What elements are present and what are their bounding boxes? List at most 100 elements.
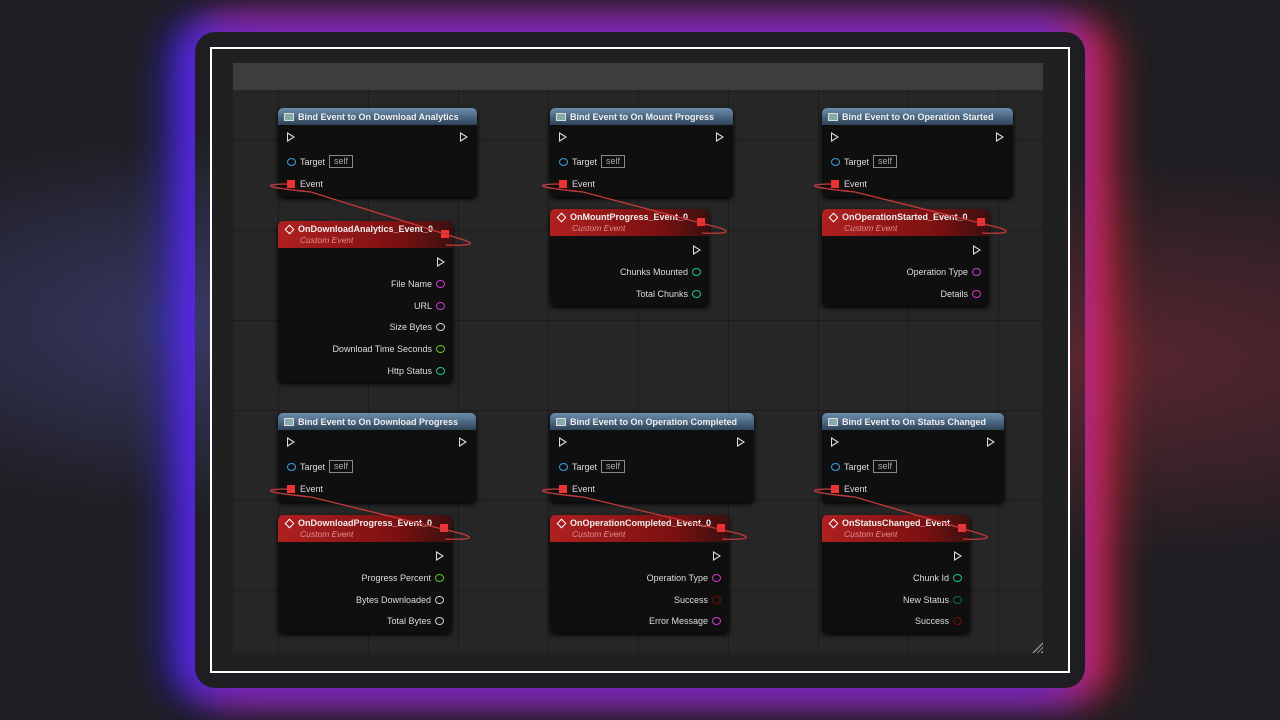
output-pin-icon[interactable] [692, 289, 701, 298]
event-delegate-pin-icon[interactable] [287, 180, 295, 188]
resize-handle-icon[interactable] [1032, 642, 1043, 653]
output-pin-icon[interactable] [435, 574, 444, 582]
custom-event-node[interactable]: OnOperationStarted_Event_0 Custom Event Op… [822, 209, 989, 306]
output-pin-icon[interactable] [436, 323, 445, 332]
output-pin-icon[interactable] [436, 301, 445, 310]
event-header[interactable]: OnDownloadAnalytics_Event_0 Custom Event [278, 221, 453, 248]
exec-in-pin-icon[interactable] [831, 132, 839, 142]
exec-out-pin-icon[interactable] [437, 257, 445, 267]
delegate-out-pin-icon[interactable] [697, 218, 705, 226]
event-header[interactable]: OnOperationStarted_Event_0 Custom Event [822, 209, 989, 236]
output-pin-icon[interactable] [436, 366, 445, 375]
delegate-out-pin-icon[interactable] [717, 524, 725, 532]
output-pin-icon[interactable] [436, 345, 445, 354]
event-delegate-pin-icon[interactable] [831, 485, 839, 493]
exec-in-pin-icon[interactable] [287, 437, 295, 447]
event-header[interactable]: OnDownloadProgress_Event_0 Custom Event [278, 515, 452, 542]
bind-event-node[interactable]: Bind Event to On Status Changed Target sel… [822, 413, 1004, 502]
output-pin-icon[interactable] [712, 595, 721, 604]
delegate-out-pin-icon[interactable] [441, 230, 449, 238]
exec-out-pin-icon[interactable] [996, 132, 1004, 142]
pin-label: Bytes Downloaded [355, 594, 431, 605]
exec-in-pin-icon[interactable] [559, 437, 567, 447]
event-delegate-pin-icon[interactable] [287, 485, 295, 493]
exec-out-pin-icon[interactable] [716, 132, 724, 142]
event-header[interactable]: OnMountProgress_Event_0 Custom Event [550, 209, 709, 236]
target-self-field[interactable]: self [601, 155, 626, 168]
exec-out-pin-icon[interactable] [737, 437, 745, 447]
target-pin-icon[interactable] [287, 157, 296, 166]
target-pin-icon[interactable] [287, 462, 296, 471]
exec-out-pin-icon[interactable] [436, 551, 444, 561]
exec-in-pin-icon[interactable] [287, 132, 295, 142]
custom-event-node[interactable]: OnDownloadAnalytics_Event_0 Custom Event F… [278, 221, 453, 382]
output-pin-icon[interactable] [435, 617, 444, 626]
target-self-field[interactable]: self [873, 155, 898, 168]
custom-event-node[interactable]: OnStatusChanged_Event Custom Event Chunk I… [822, 515, 970, 633]
exec-out-pin-icon[interactable] [693, 245, 701, 255]
exec-out-pin-icon[interactable] [713, 551, 721, 561]
event-header[interactable]: OnOperationCompleted_Event_0 Custom Event [550, 515, 729, 542]
event-label: Event [300, 484, 324, 494]
event-delegate-pin-icon[interactable] [559, 485, 567, 493]
exec-out-pin-icon[interactable] [973, 245, 981, 255]
node-header[interactable]: Bind Event to On Download Analytics [278, 108, 477, 125]
target-self-field[interactable]: self [601, 460, 626, 473]
comment-box-header[interactable] [233, 63, 1043, 90]
custom-event-node[interactable]: OnMountProgress_Event_0 Custom Event Chunk… [550, 209, 709, 306]
node-header[interactable]: Bind Event to On Operation Completed [550, 413, 754, 430]
node-title: Bind Event to On Download Progress [298, 416, 459, 427]
target-pin-icon[interactable] [559, 157, 568, 166]
bind-event-node[interactable]: Bind Event to On Mount Progress Target sel… [550, 108, 733, 197]
exec-out-pin-icon[interactable] [460, 132, 468, 142]
output-pin-row: File Name [391, 279, 445, 289]
bind-event-node[interactable]: Bind Event to On Download Progress Target… [278, 413, 476, 502]
output-pin-icon[interactable] [712, 574, 721, 582]
bind-event-node[interactable]: Bind Event to On Operation Started Target… [822, 108, 1013, 197]
target-label: Target [300, 461, 326, 472]
pin-label: Operation Type [906, 267, 968, 277]
event-title: OnOperationCompleted_Event_0 [570, 518, 712, 528]
bind-event-node[interactable]: Bind Event to On Download Analytics Targe… [278, 108, 477, 197]
exec-out-pin-icon[interactable] [459, 437, 467, 447]
target-row: Target self [831, 155, 898, 168]
event-title: OnDownloadAnalytics_Event_0 [298, 224, 434, 234]
bind-event-node[interactable]: Bind Event to On Operation Completed Targ… [550, 413, 754, 502]
output-pin-icon[interactable] [972, 289, 981, 298]
event-delegate-pin-icon[interactable] [831, 180, 839, 188]
event-diamond-icon [556, 518, 567, 528]
exec-out-pin-icon[interactable] [987, 437, 995, 447]
target-pin-icon[interactable] [559, 462, 568, 471]
output-pin-icon[interactable] [435, 595, 444, 604]
target-self-field[interactable]: self [329, 460, 354, 473]
node-header[interactable]: Bind Event to On Operation Started [822, 108, 1013, 125]
delegate-out-pin-icon[interactable] [977, 218, 985, 226]
event-label: Event [844, 484, 868, 494]
output-pin-icon[interactable] [953, 574, 962, 582]
exec-in-pin-icon[interactable] [831, 437, 839, 447]
output-pin-icon[interactable] [953, 617, 962, 626]
event-header[interactable]: OnStatusChanged_Event Custom Event [822, 515, 970, 542]
node-header[interactable]: Bind Event to On Status Changed [822, 413, 1004, 430]
event-delegate-pin-icon[interactable] [559, 180, 567, 188]
output-pin-icon[interactable] [953, 595, 962, 604]
event-label: Event [844, 179, 868, 189]
output-pin-icon[interactable] [692, 268, 701, 276]
target-pin-icon[interactable] [831, 462, 840, 471]
target-self-field[interactable]: self [329, 155, 354, 168]
node-title: Bind Event to On Operation Completed [570, 416, 738, 427]
delegate-out-pin-icon[interactable] [440, 524, 448, 532]
target-pin-icon[interactable] [831, 157, 840, 166]
function-icon [284, 112, 294, 121]
node-header[interactable]: Bind Event to On Mount Progress [550, 108, 733, 125]
custom-event-node[interactable]: OnOperationCompleted_Event_0 Custom Event… [550, 515, 729, 633]
output-pin-icon[interactable] [712, 617, 721, 626]
exec-in-pin-icon[interactable] [559, 132, 567, 142]
custom-event-node[interactable]: OnDownloadProgress_Event_0 Custom Event Pr… [278, 515, 452, 633]
delegate-out-pin-icon[interactable] [958, 524, 966, 532]
node-header[interactable]: Bind Event to On Download Progress [278, 413, 476, 430]
output-pin-icon[interactable] [436, 280, 445, 288]
output-pin-icon[interactable] [972, 268, 981, 276]
exec-out-pin-icon[interactable] [954, 551, 962, 561]
target-self-field[interactable]: self [873, 460, 898, 473]
